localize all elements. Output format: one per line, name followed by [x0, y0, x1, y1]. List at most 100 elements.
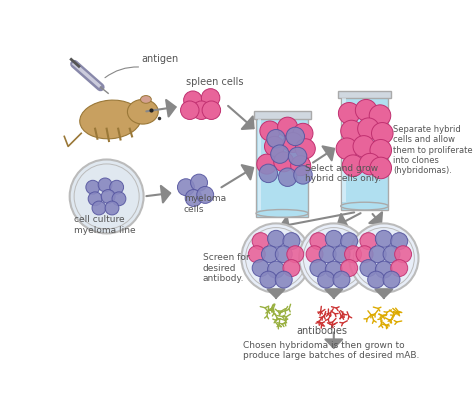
- Circle shape: [98, 178, 112, 192]
- Circle shape: [383, 271, 400, 288]
- Circle shape: [345, 246, 362, 263]
- Circle shape: [370, 157, 392, 179]
- Circle shape: [185, 189, 202, 206]
- Circle shape: [287, 246, 304, 263]
- Bar: [254, 111, 310, 119]
- Bar: [257, 119, 261, 209]
- Text: myeloma
cells: myeloma cells: [183, 194, 226, 214]
- Circle shape: [318, 271, 335, 288]
- Circle shape: [295, 139, 315, 159]
- Circle shape: [369, 246, 386, 263]
- Circle shape: [360, 233, 377, 250]
- Circle shape: [319, 246, 336, 263]
- Circle shape: [342, 155, 364, 176]
- Circle shape: [260, 271, 277, 288]
- Circle shape: [358, 118, 379, 140]
- Circle shape: [177, 179, 194, 196]
- Circle shape: [333, 246, 350, 263]
- Text: spleen cells: spleen cells: [186, 77, 244, 87]
- Circle shape: [325, 261, 342, 278]
- Circle shape: [202, 101, 220, 120]
- Circle shape: [353, 227, 414, 288]
- Circle shape: [74, 164, 139, 229]
- Circle shape: [101, 189, 115, 204]
- Circle shape: [306, 246, 323, 263]
- Circle shape: [293, 123, 313, 143]
- Text: antigen: antigen: [141, 54, 179, 64]
- Circle shape: [105, 201, 119, 215]
- Circle shape: [278, 168, 297, 186]
- Bar: [256, 115, 309, 217]
- Circle shape: [181, 101, 199, 120]
- Bar: [256, 115, 309, 217]
- Circle shape: [360, 260, 377, 277]
- Circle shape: [86, 180, 100, 194]
- Bar: [341, 94, 389, 210]
- Circle shape: [336, 138, 358, 160]
- Circle shape: [70, 160, 144, 233]
- Circle shape: [294, 166, 312, 184]
- Circle shape: [264, 136, 284, 156]
- Circle shape: [201, 89, 220, 107]
- Text: Select and grow
hybrid cells only.: Select and grow hybrid cells only.: [305, 164, 382, 183]
- Circle shape: [341, 120, 362, 142]
- Circle shape: [278, 117, 298, 137]
- Circle shape: [92, 201, 106, 215]
- Circle shape: [291, 155, 310, 176]
- Circle shape: [191, 174, 208, 191]
- Circle shape: [261, 246, 278, 263]
- Circle shape: [395, 246, 411, 263]
- Circle shape: [375, 261, 392, 278]
- Text: Screen for
desired
antibody.: Screen for desired antibody.: [203, 253, 249, 283]
- Text: Separate hybrid
cells and allow
them to proliferate
into clones
(hybridomas).: Separate hybrid cells and allow them to …: [393, 125, 473, 176]
- Circle shape: [271, 145, 289, 163]
- Circle shape: [341, 233, 358, 250]
- Circle shape: [267, 230, 284, 247]
- Circle shape: [275, 271, 292, 288]
- Circle shape: [109, 180, 124, 194]
- Circle shape: [88, 192, 102, 206]
- Bar: [341, 94, 389, 210]
- Text: cell culture
myeloma line: cell culture myeloma line: [74, 215, 136, 234]
- Circle shape: [391, 233, 408, 250]
- Circle shape: [369, 105, 391, 126]
- Text: antibodies: antibodies: [297, 326, 348, 336]
- Bar: [338, 91, 391, 98]
- Circle shape: [353, 135, 374, 157]
- Circle shape: [197, 186, 214, 204]
- Circle shape: [252, 233, 269, 250]
- Circle shape: [241, 223, 310, 293]
- Circle shape: [192, 101, 210, 120]
- Circle shape: [112, 192, 126, 206]
- Circle shape: [368, 271, 384, 288]
- Circle shape: [310, 233, 327, 250]
- Circle shape: [356, 99, 377, 121]
- Text: Chosen hybridoma is then grown to
produce large batches of desired mAB.: Chosen hybridoma is then grown to produc…: [243, 341, 419, 360]
- Circle shape: [259, 164, 278, 183]
- Bar: [342, 98, 346, 202]
- Circle shape: [260, 121, 280, 141]
- Circle shape: [383, 246, 400, 263]
- Circle shape: [275, 246, 292, 263]
- Ellipse shape: [140, 96, 151, 103]
- Ellipse shape: [128, 99, 158, 124]
- Circle shape: [391, 260, 408, 277]
- Circle shape: [252, 260, 269, 277]
- Circle shape: [341, 260, 358, 277]
- Circle shape: [375, 230, 392, 247]
- Circle shape: [267, 261, 284, 278]
- Circle shape: [310, 260, 327, 277]
- Circle shape: [338, 102, 360, 124]
- Circle shape: [273, 152, 294, 172]
- Circle shape: [286, 127, 304, 145]
- Circle shape: [333, 271, 350, 288]
- Circle shape: [370, 140, 392, 161]
- Circle shape: [299, 223, 368, 293]
- Circle shape: [246, 227, 307, 288]
- Circle shape: [283, 260, 300, 277]
- Circle shape: [359, 153, 381, 175]
- Circle shape: [325, 230, 342, 247]
- Ellipse shape: [80, 100, 141, 139]
- Circle shape: [248, 246, 265, 263]
- Circle shape: [257, 154, 277, 174]
